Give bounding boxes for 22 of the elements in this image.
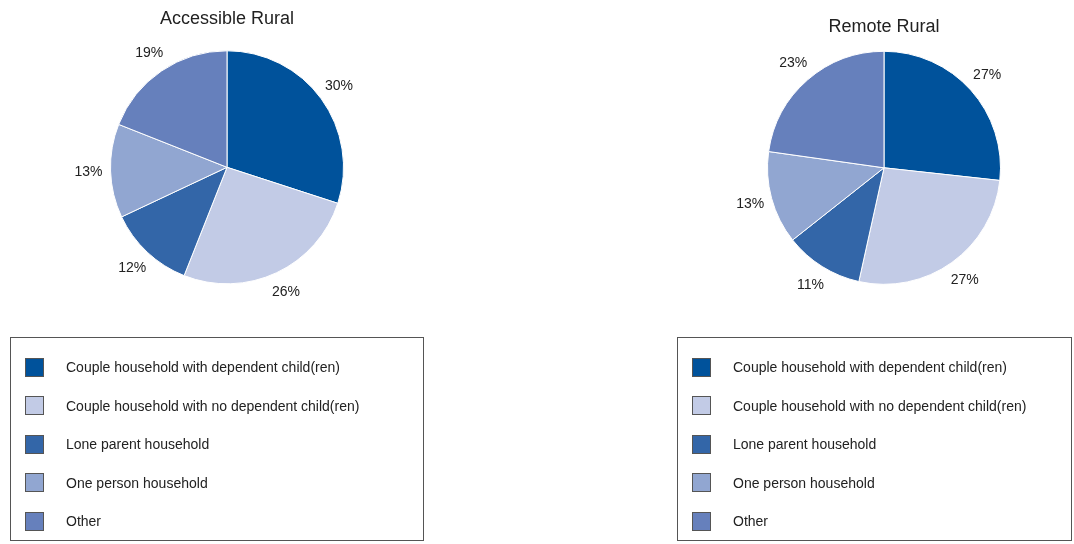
- legend-label: Other: [66, 513, 102, 530]
- data-label: 13%: [74, 162, 103, 179]
- legend-label: Couple household with dependent child(ren): [66, 359, 340, 376]
- data-label: 23%: [779, 54, 808, 71]
- data-label: 13%: [736, 194, 765, 211]
- data-label: 19%: [135, 43, 164, 60]
- legend-label: Couple household with dependent child(ren): [733, 359, 1007, 376]
- legend-label: Other: [733, 513, 769, 530]
- data-label: 30%: [325, 76, 354, 93]
- data-label: 12%: [118, 259, 147, 276]
- chart-title: Remote Rural: [828, 15, 940, 36]
- chart-title: Accessible Rural: [159, 7, 295, 28]
- legend-label: Couple household with no dependent child(ren): [733, 397, 1027, 414]
- data-label: 26%: [271, 283, 300, 300]
- legend-label: Lone parent household: [733, 436, 877, 453]
- data-label: 27%: [973, 66, 1002, 83]
- data-label: 11%: [796, 276, 824, 293]
- legend-label: One person household: [66, 474, 208, 491]
- data-label: 27%: [950, 271, 979, 288]
- legend-label: Lone parent household: [66, 436, 210, 453]
- legend-label: One person household: [733, 474, 875, 491]
- legend-label: Couple household with no dependent child(ren): [66, 397, 360, 414]
